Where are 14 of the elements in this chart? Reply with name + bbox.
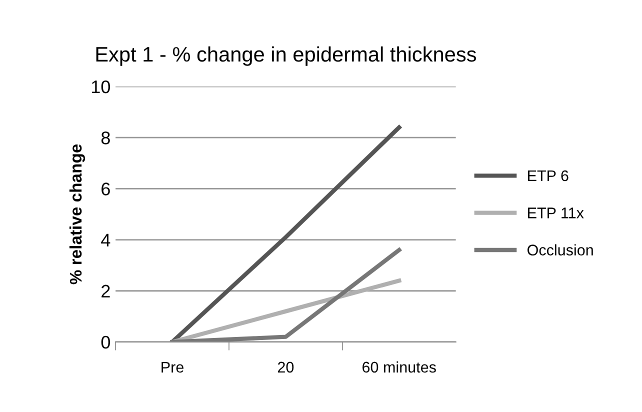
x-tick-label: 20 xyxy=(278,362,294,373)
legend-label: Occlusion xyxy=(528,244,593,256)
x-tick-label: 60 minutes xyxy=(362,361,436,373)
chart-title: Expt 1 - % change in epidermal thickness xyxy=(96,46,476,66)
y-axis-title: % relative change xyxy=(69,144,86,284)
legend-label: ETP 6 xyxy=(528,170,568,182)
legend-label: ETP 11x xyxy=(528,208,584,218)
y-tick-label: 8 xyxy=(101,132,110,144)
y-tick-label: 6 xyxy=(102,182,110,196)
x-tick-label: Pre xyxy=(162,362,184,373)
y-tick-label: 0 xyxy=(101,336,110,349)
y-tick-label: 4 xyxy=(101,234,110,246)
y-tick-label: 2 xyxy=(102,284,110,298)
y-tick-label: 10 xyxy=(92,80,110,94)
